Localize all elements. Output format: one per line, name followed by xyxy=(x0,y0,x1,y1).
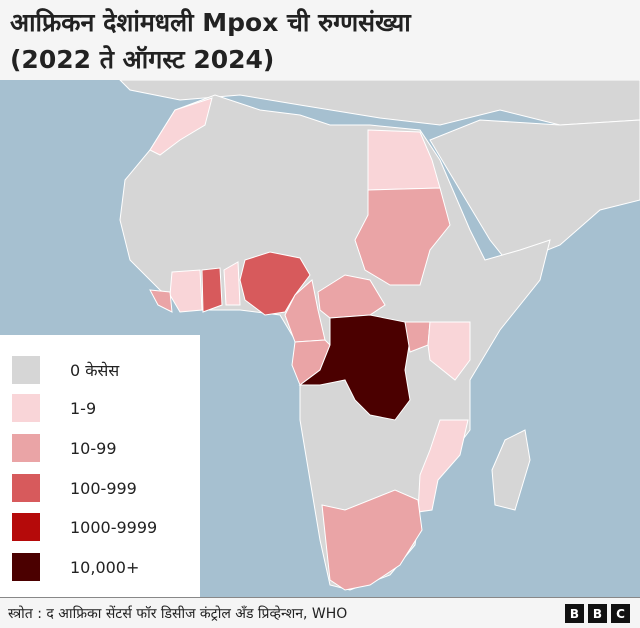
liberia-guinea xyxy=(149,289,173,313)
legend: 0 केसेस 1-9 10-99 100-999 1000-9999 10,0… xyxy=(0,335,200,597)
car xyxy=(317,274,386,319)
legend-item-3: 100-999 xyxy=(12,473,137,503)
ghana xyxy=(201,267,223,313)
legend-swatch xyxy=(12,356,40,384)
logo-letter: B xyxy=(565,604,584,623)
legend-label: 1-9 xyxy=(70,398,97,418)
madagascar xyxy=(491,429,531,511)
chart-title: आफ्रिकन देशांमधली Mpox ची रुग्णसंख्या (2… xyxy=(10,4,411,78)
kenya xyxy=(427,321,471,381)
legend-swatch xyxy=(12,553,40,581)
legend-item-4: 1000-9999 xyxy=(12,512,157,542)
legend-item-1: 1-9 xyxy=(12,393,96,423)
togo-benin xyxy=(223,261,241,306)
morocco xyxy=(149,97,213,156)
legend-swatch xyxy=(12,474,40,502)
title-line-2: (2022 ते ऑगस्ट 2024) xyxy=(10,45,275,74)
legend-swatch xyxy=(12,394,40,422)
logo-letter: C xyxy=(611,604,630,623)
legend-item-2: 10-99 xyxy=(12,433,117,463)
cote-divoire xyxy=(169,269,203,313)
sudan xyxy=(354,187,451,286)
footer: स्त्रोत : द आफ्रिका सेंटर्स फॉर डिसीज कं… xyxy=(0,597,640,628)
legend-label: 1000-9999 xyxy=(70,517,158,537)
title-line-1: आफ्रिकन देशांमधली Mpox ची रुग्णसंख्या xyxy=(10,8,411,37)
legend-label: 0 केसेस xyxy=(70,361,120,380)
egypt xyxy=(367,129,441,191)
legend-label: 10-99 xyxy=(70,438,117,458)
source-text: स्त्रोत : द आफ्रिका सेंटर्स फॉर डिसीज कं… xyxy=(8,606,348,622)
arabia xyxy=(429,119,640,266)
europe xyxy=(119,80,640,126)
legend-label: 100-999 xyxy=(70,478,137,498)
logo-letter: B xyxy=(588,604,607,623)
legend-label: 10,000+ xyxy=(70,557,140,577)
legend-swatch xyxy=(12,434,40,462)
bbc-logo: B B C xyxy=(565,604,630,623)
south-africa xyxy=(321,489,423,591)
legend-swatch xyxy=(12,513,40,541)
legend-item-0: 0 केसेस xyxy=(12,355,119,385)
mozambique xyxy=(417,419,469,513)
legend-item-5: 10,000+ xyxy=(12,552,139,582)
